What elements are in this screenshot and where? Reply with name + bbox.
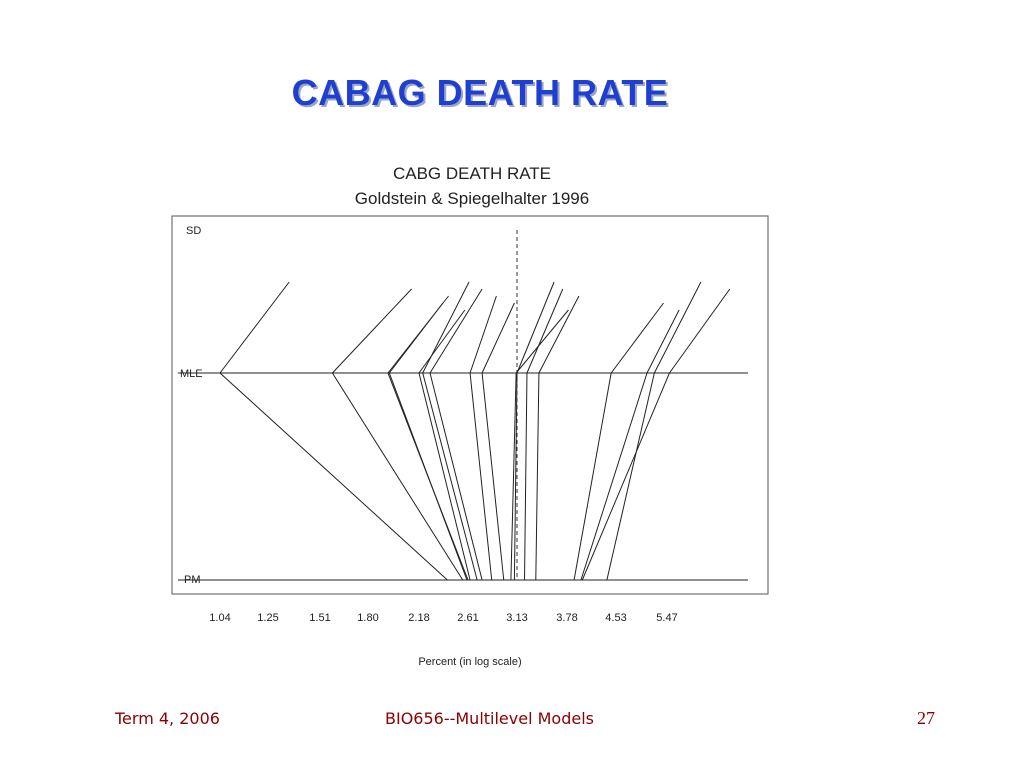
x-tick-label: 1.80 <box>357 612 378 624</box>
row-label-mle: MLE <box>180 368 203 380</box>
hospital-sd-line <box>422 281 470 374</box>
hospital-shrink-line <box>422 372 478 581</box>
hospital-shrink-line <box>606 372 655 581</box>
hospital-sd-line <box>526 288 564 374</box>
hospital-shrink-line <box>581 372 670 581</box>
hospital-shrink-line <box>535 372 540 581</box>
hospital-sd-line <box>429 288 483 374</box>
hospital-sd-line <box>481 302 515 374</box>
x-tick-label: 1.04 <box>209 612 230 624</box>
hospital-shrink-line <box>219 372 448 581</box>
hospital-sd-line <box>515 309 569 374</box>
hospital-sd-line <box>669 288 731 374</box>
row-label-pm: PM <box>184 574 201 586</box>
x-tick-label: 2.18 <box>408 612 429 624</box>
hospital-sd-line <box>418 309 466 374</box>
hospital-sd-line <box>653 281 702 374</box>
x-tick-label: 1.25 <box>257 612 278 624</box>
row-label-sd: SD <box>186 225 201 237</box>
hospital-shrink-line <box>388 372 468 581</box>
hospital-sd-line <box>538 295 580 374</box>
x-tick-label: 2.61 <box>457 612 478 624</box>
slide-title: CABAG DEATH RATE <box>291 72 669 113</box>
hospital-sd-line <box>332 288 412 374</box>
hospital-sd-line <box>610 302 664 374</box>
plot-frame <box>171 215 769 595</box>
hospital-sd-line <box>516 281 555 374</box>
hospital-shrink-line <box>481 372 505 581</box>
hospital-shrink-line <box>418 372 471 581</box>
hospital-shrink-line <box>524 372 528 581</box>
x-tick-label: 1.51 <box>309 612 330 624</box>
chart-subtitle: Goldstein & Spiegelhalter 1996 <box>354 189 590 208</box>
hospital-shrink-line <box>513 372 518 581</box>
chart-title: CABG DEATH RATE <box>392 164 552 183</box>
x-axis-label: Percent (in log scale) <box>418 656 522 668</box>
hospital-shrink-line <box>429 372 483 581</box>
footer-course: BIO656--Multilevel Models <box>385 709 594 728</box>
hospital-shrink-line <box>469 372 493 581</box>
hospital-sd-line <box>469 295 497 374</box>
footer-term: Term 4, 2006 <box>115 709 220 728</box>
hospital-shrink-line <box>573 372 612 581</box>
x-tick-label: 5.47 <box>656 612 677 624</box>
hospital-sd-line <box>219 281 290 374</box>
page-number: 27 <box>917 708 935 728</box>
hospital-shrink-line <box>580 372 648 581</box>
x-tick-label: 4.53 <box>605 612 626 624</box>
x-tick-label: 3.13 <box>506 612 527 624</box>
hospital-sd-line <box>388 302 444 374</box>
hospital-sd-line <box>646 309 680 374</box>
x-tick-label: 3.78 <box>556 612 577 624</box>
hospital-shrink-line <box>510 372 517 581</box>
hospital-shrink-line <box>331 372 464 581</box>
